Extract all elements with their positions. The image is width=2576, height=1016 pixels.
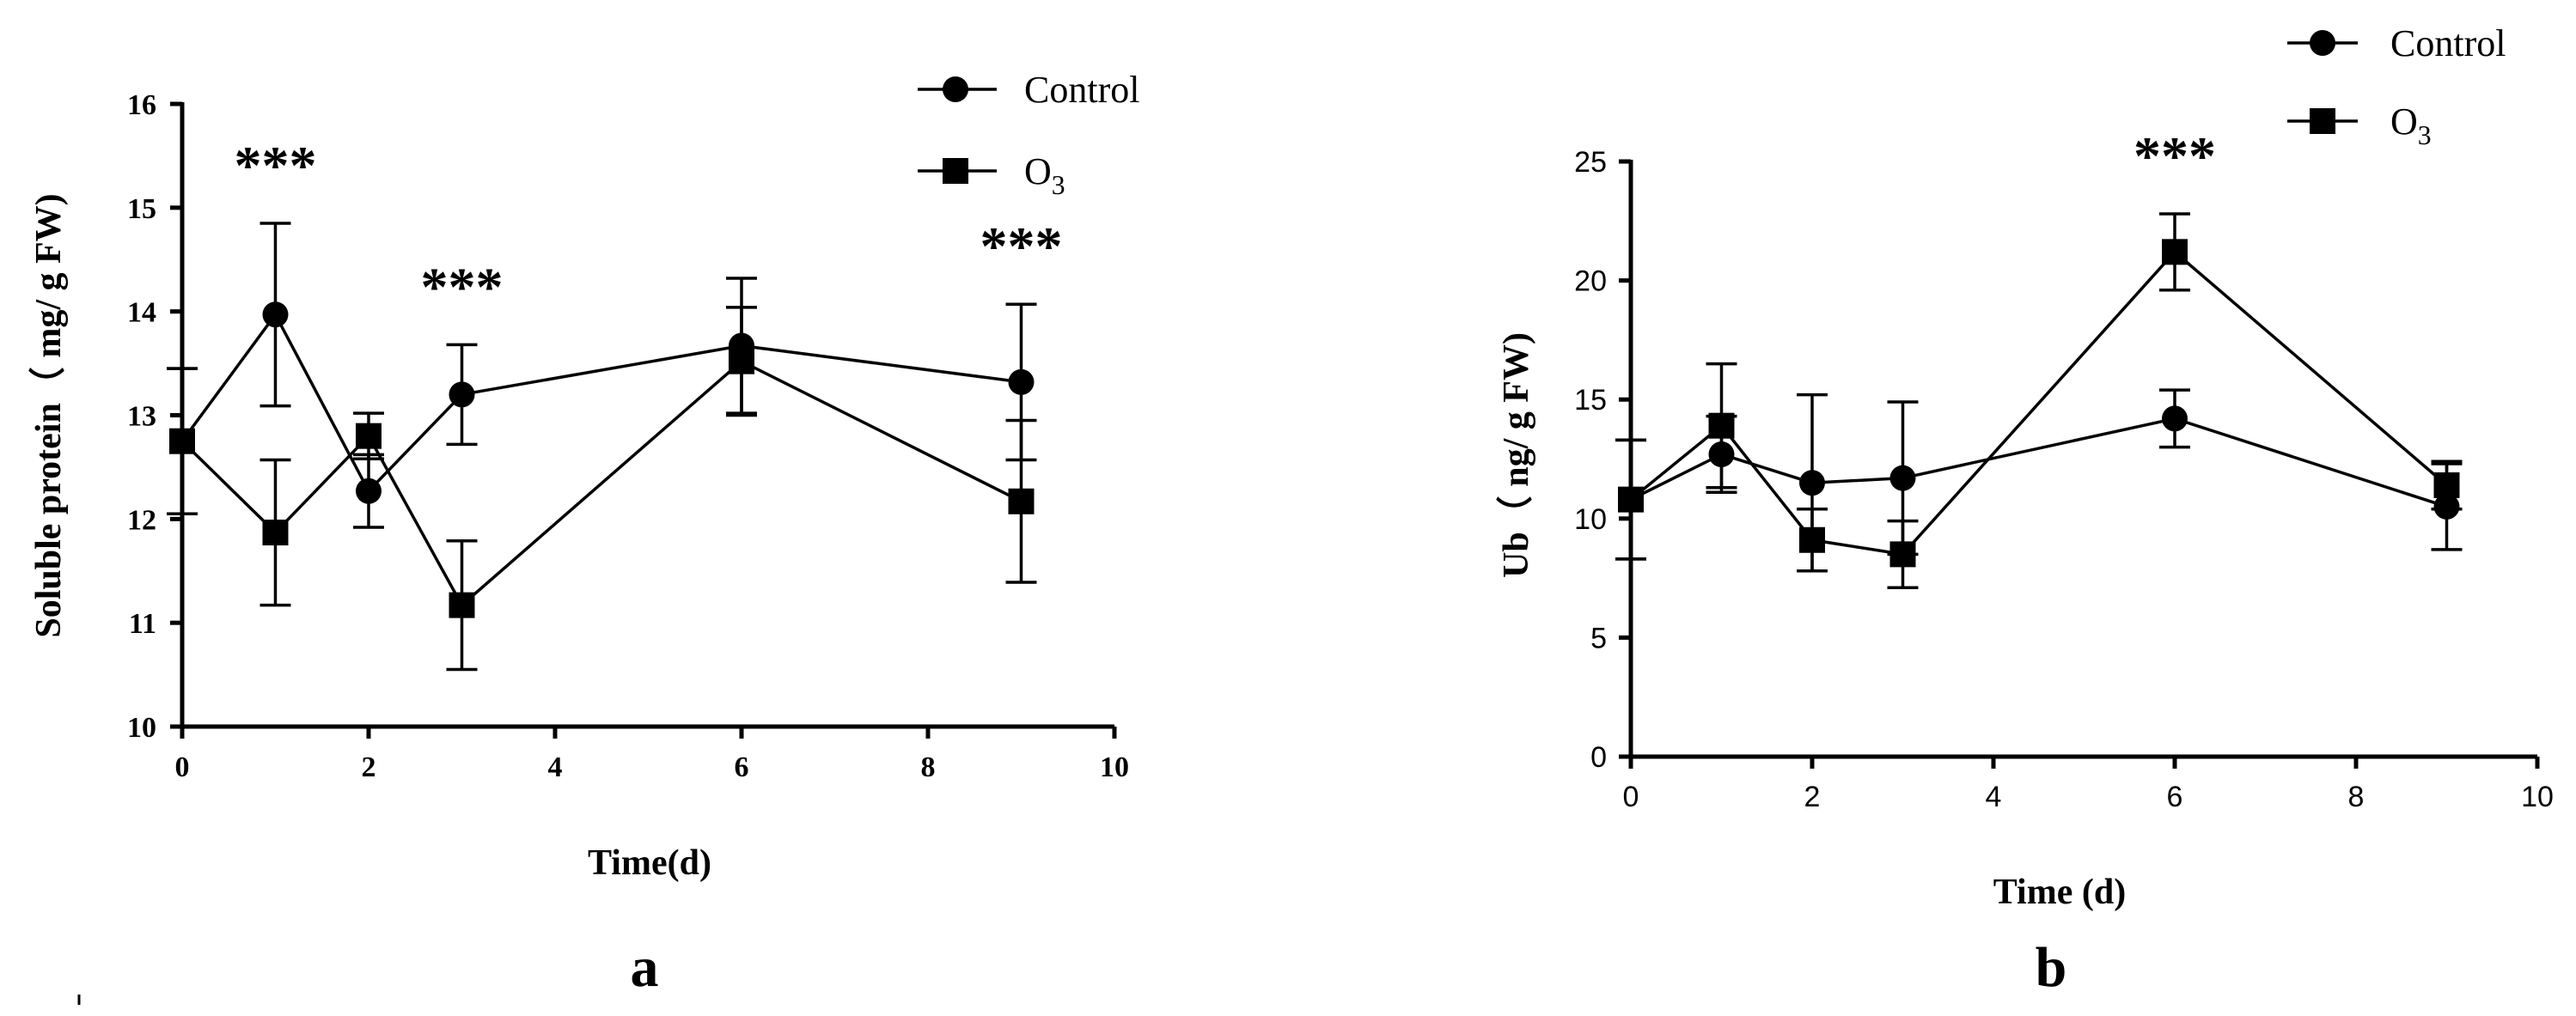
y-tick-label: 13 — [127, 401, 156, 433]
series-line-control — [180, 312, 1022, 494]
legend-marker-circle — [943, 76, 968, 102]
legend-label-text: O — [1024, 150, 1052, 192]
significance-annotation: *** — [235, 135, 317, 196]
x-tick-label: 2 — [362, 751, 376, 783]
x-tick-label: 0 — [1623, 781, 1639, 813]
data-point-control — [262, 301, 289, 328]
y-tick-label: 14 — [127, 297, 156, 329]
series-line-o3 — [1629, 249, 2448, 557]
legend-label: Control — [2390, 22, 2506, 64]
data-point-o3 — [1008, 488, 1035, 514]
series-line-o3 — [180, 359, 1022, 608]
x-tick-label: 2 — [1804, 781, 1821, 813]
data-point-control — [1889, 465, 1916, 491]
panel-a-chart: 10 11 12 13 14 15 16 0 2 4 6 8 10 Time(d) Soluble prot… — [28, 69, 1139, 999]
legend-marker-square — [943, 158, 968, 184]
data-point-o3 — [449, 592, 475, 618]
x-tick-label: 10 — [2521, 781, 2554, 813]
data-point-o3 — [1618, 486, 1644, 513]
y-tick-label: 15 — [127, 193, 156, 225]
y-tick-label: 15 — [1574, 384, 1607, 417]
significance-annotation: *** — [980, 216, 1063, 277]
data-point-control — [356, 478, 382, 504]
x-tick-label: 6 — [735, 751, 749, 783]
y-tick-label: 5 — [1590, 622, 1607, 654]
data-point-o3 — [2162, 239, 2188, 265]
data-point-o3 — [2433, 471, 2460, 498]
data-point-o3 — [169, 428, 195, 454]
x-tick-label: 10 — [1100, 751, 1129, 783]
legend-label-text: Control — [1024, 69, 1139, 111]
data-point-o3 — [356, 423, 382, 449]
legend-marker-circle — [2310, 30, 2335, 56]
data-point-control — [2433, 493, 2460, 520]
x-tick-label: 0 — [175, 751, 190, 783]
data-point-control — [2162, 405, 2188, 432]
panel-label: a — [631, 936, 659, 999]
panel-b-chart: 0 5 10 15 20 25 0 2 4 6 8 10 Time (d) Ub（ ng/ g FW) b *… — [1496, 22, 2554, 999]
legend-marker-square — [2310, 108, 2335, 134]
y-tick-label: 10 — [1574, 503, 1607, 536]
data-point-o3 — [262, 520, 289, 546]
x-tick-label: 8 — [921, 751, 936, 783]
y-tick-label: 11 — [129, 608, 156, 640]
y-tick-label: 16 — [127, 89, 156, 121]
data-point-o3 — [1889, 541, 1916, 568]
data-point-o3 — [729, 348, 754, 374]
data-point-o3 — [1708, 412, 1735, 439]
y-tick-label: 10 — [127, 712, 156, 744]
data-point-o3 — [1799, 526, 1825, 553]
x-tick-label: 6 — [2167, 781, 2183, 813]
legend-label-text: O — [2390, 100, 2418, 143]
legend-label: Control — [1024, 69, 1139, 111]
legend: Control O3 — [918, 69, 1139, 200]
panel-label: b — [2036, 936, 2067, 999]
data-point-control — [1008, 368, 1035, 395]
y-tick-label: 12 — [127, 504, 156, 536]
legend-label-subscript: 3 — [1052, 170, 1065, 200]
y-tick-label: 25 — [1574, 146, 1607, 179]
x-axis-title: Time(d) — [588, 843, 711, 883]
legend-label: O3 — [1024, 150, 1065, 200]
significance-annotation: *** — [2133, 125, 2216, 186]
data-point-control — [449, 381, 475, 408]
legend-label-subscript: 3 — [2418, 120, 2432, 150]
x-tick-label: 4 — [548, 751, 563, 783]
legend: Control O3 — [2287, 22, 2506, 150]
legend-label: O3 — [2390, 100, 2432, 150]
y-axis-title: Ub（ ng/ g FW) — [1496, 332, 1536, 578]
x-tick-label: 4 — [1986, 781, 2002, 813]
series-line-control — [1630, 417, 2448, 508]
data-point-control — [1799, 470, 1825, 496]
y-axis-title: Soluble protein（ mg/ g FW) — [28, 193, 69, 637]
y-tick-label: 20 — [1574, 265, 1607, 298]
x-tick-label: 8 — [2348, 781, 2365, 813]
significance-annotation: *** — [421, 256, 504, 317]
x-axis-title: Time (d) — [1993, 873, 2126, 912]
data-point-control — [1708, 441, 1735, 467]
y-tick-label: 0 — [1590, 741, 1607, 774]
legend-label-text: Control — [2390, 22, 2506, 64]
